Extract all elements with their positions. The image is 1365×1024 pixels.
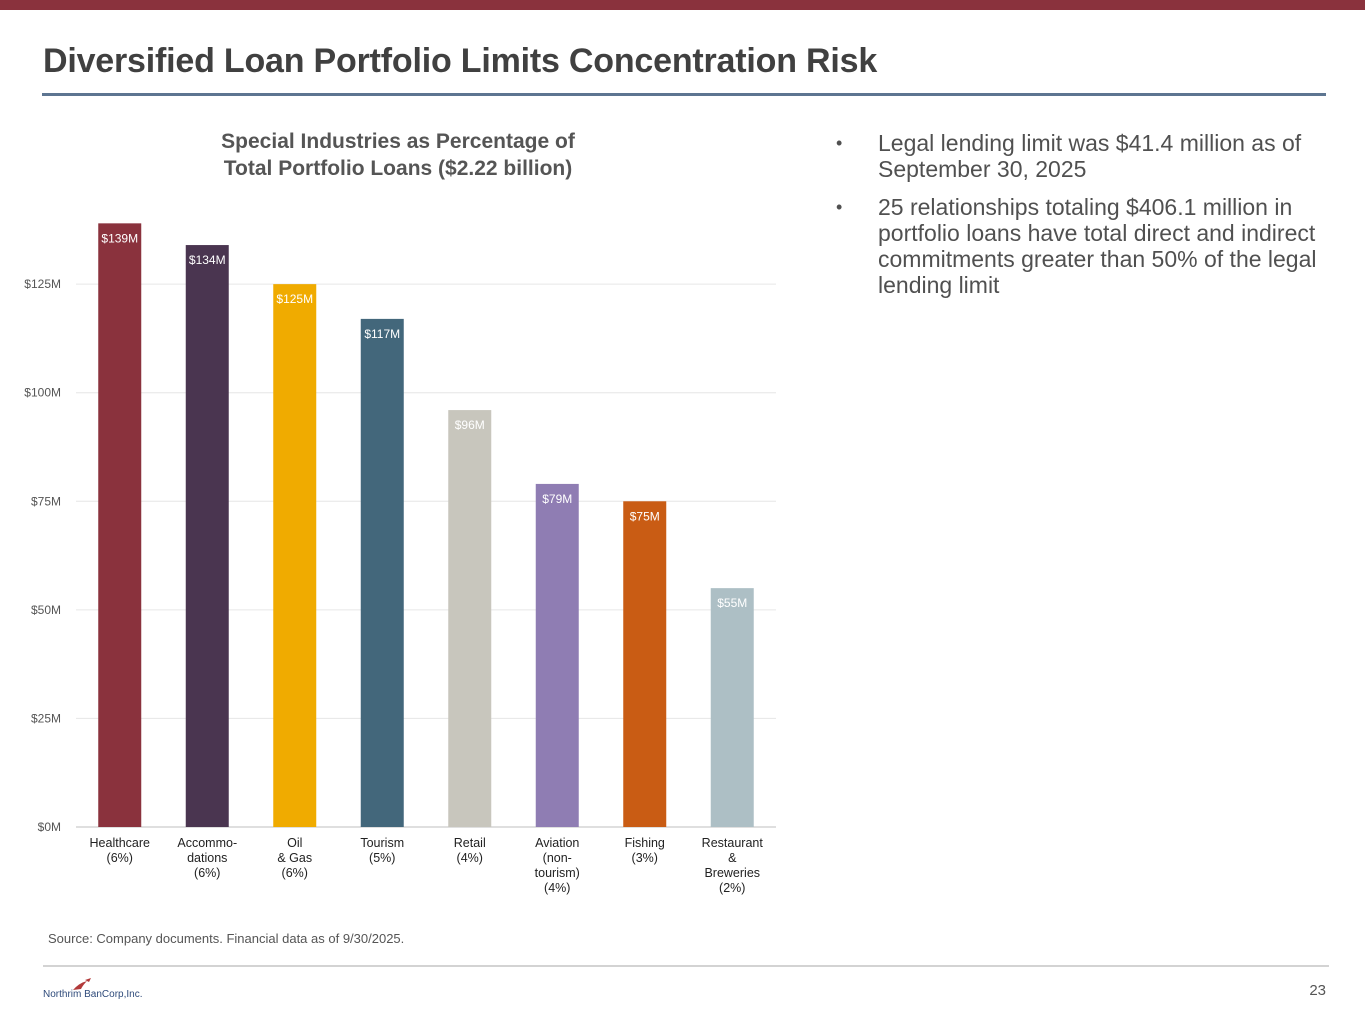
x-tick-label: Oil	[287, 836, 302, 850]
x-tick-label: dations	[187, 851, 227, 865]
footer-divider	[43, 965, 1329, 967]
x-tick-label: (3%)	[632, 851, 658, 865]
data-label: $96M	[455, 418, 485, 432]
x-tick-label: (6%)	[282, 866, 308, 880]
chart-title: Special Industries as Percentage of Tota…	[98, 128, 698, 182]
top-accent-bar	[0, 0, 1365, 10]
bar-chart: $0M $25M $50M $75M $100M $125M $139M Healthcare…	[24, 223, 776, 895]
data-label: $75M	[630, 509, 660, 523]
x-tick-label: (6%)	[107, 851, 133, 865]
bullet-text: 25 relationships totaling $406.1 million…	[878, 194, 1317, 298]
bar	[273, 284, 317, 828]
y-tick-label: $100M	[24, 386, 61, 400]
x-tick-label: & Gas	[277, 851, 312, 865]
chart-title-line-1: Special Industries as Percentage of	[221, 130, 575, 153]
bar	[623, 501, 667, 827]
x-tick-label: Aviation	[535, 836, 579, 850]
bullet-item: • 25 relationships totaling $406.1 milli…	[836, 194, 1326, 298]
x-tick-label: (4%)	[457, 851, 483, 865]
data-label: $55M	[717, 596, 747, 610]
x-tick-label: Retail	[454, 836, 486, 850]
bar	[535, 483, 579, 827]
x-tick-label: &	[728, 851, 737, 865]
bullet-item: • Legal lending limit was $41.4 million …	[836, 130, 1326, 182]
y-tick-label: $0M	[38, 820, 61, 834]
x-tick-label: Restaurant	[702, 836, 764, 850]
x-tick-label: Breweries	[704, 866, 760, 880]
y-tick-label: $125M	[24, 277, 61, 291]
key-points-list: • Legal lending limit was $41.4 million …	[836, 130, 1326, 310]
source-note: Source: Company documents. Financial dat…	[48, 931, 405, 946]
x-tick-label: Accommo-	[177, 836, 237, 850]
title-divider	[42, 93, 1326, 96]
bar	[448, 410, 492, 827]
x-tick-label: (5%)	[369, 851, 395, 865]
x-tick-label: (non-	[543, 851, 572, 865]
bar	[98, 223, 142, 828]
data-label: $139M	[101, 231, 138, 245]
slide-title: Diversified Loan Portfolio Limits Concen…	[43, 42, 878, 80]
y-tick-label: $75M	[31, 494, 61, 508]
bullet-symbol: •	[836, 133, 843, 153]
y-tick-label: $25M	[31, 711, 61, 725]
x-tick-label: Fishing	[625, 836, 665, 850]
bullet-text: Legal lending limit was $41.4 million as…	[878, 130, 1302, 182]
x-tick-label: (2%)	[719, 881, 745, 895]
bar	[710, 588, 754, 827]
bird-logo-icon	[73, 978, 91, 990]
bar	[185, 245, 229, 828]
data-label: $125M	[276, 292, 313, 306]
y-tick-label: $50M	[31, 603, 61, 617]
x-tick-label: tourism)	[535, 866, 580, 880]
x-tick-label: (4%)	[544, 881, 570, 895]
bullet-symbol: •	[836, 197, 843, 217]
x-tick-label: Healthcare	[90, 836, 150, 850]
logo-text: Northrim BanCorp,Inc.	[43, 989, 143, 1000]
x-tick-label: (6%)	[194, 866, 220, 880]
data-label: $79M	[542, 492, 572, 506]
x-tick-label: Tourism	[360, 836, 404, 850]
page-number: 23	[1309, 982, 1326, 999]
data-label: $117M	[364, 327, 400, 341]
chart-title-line-2: Total Portfolio Loans ($2.22 billion)	[223, 157, 573, 180]
data-label: $134M	[189, 253, 226, 267]
bar	[360, 318, 404, 827]
